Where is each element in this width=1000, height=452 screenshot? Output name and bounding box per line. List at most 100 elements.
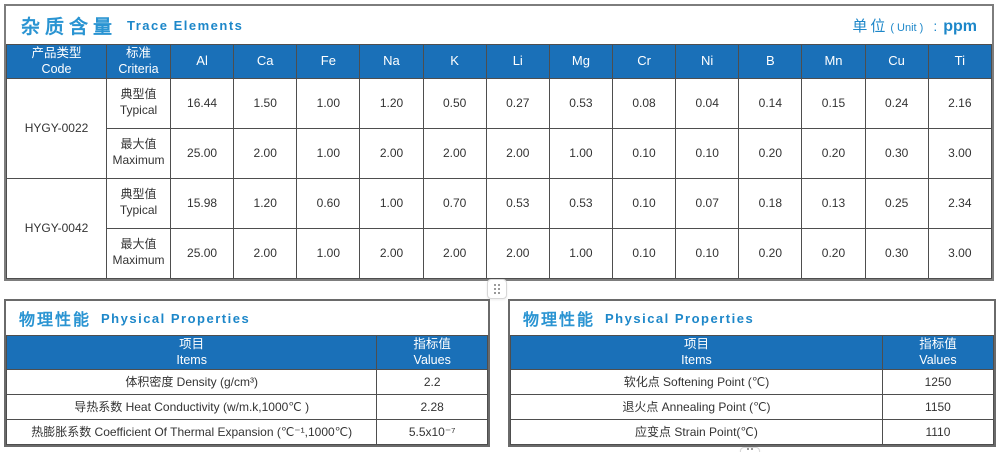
values-header-zh: 指标值 xyxy=(919,337,957,351)
property-item-cell: 应变点 Strain Point(℃) xyxy=(510,418,883,445)
splitter-drag-handle[interactable] xyxy=(487,279,507,299)
property-row: 应变点 Strain Point(℃) 1110 xyxy=(510,418,995,445)
col-header-element-ni: Ni xyxy=(675,44,740,79)
trace-value-cell: 2.00 xyxy=(233,227,298,279)
trace-value-cell: 2.00 xyxy=(422,127,487,179)
physical-properties-panel-right: 物理性能 Physical Properties 项目 Items 指标值 Va… xyxy=(508,299,996,447)
col-header-element-ca: Ca xyxy=(233,44,298,79)
trace-value-cell: 1.00 xyxy=(296,77,361,129)
property-row: 软化点 Softening Point (℃) 1250 xyxy=(510,368,995,395)
property-value-cell: 1150 xyxy=(881,393,995,420)
criteria-cell-en: Maximum xyxy=(112,253,165,267)
property-row: 热膨胀系数 Coefficient Of Thermal Expansion (… xyxy=(5,418,488,445)
items-header-zh: 项目 xyxy=(179,337,205,351)
trace-value-cell: 0.20 xyxy=(801,127,866,179)
items-column-header: 项目 Items xyxy=(510,335,883,370)
criteria-cell: 最大值 Maximum xyxy=(106,127,171,179)
property-value-cell: 2.2 xyxy=(376,368,488,395)
col-header-element-na: Na xyxy=(359,44,424,79)
trace-data-row: 最大值 Maximum 25.00 2.00 1.00 2.00 2.00 2.00 1.00 0… xyxy=(7,227,993,279)
property-value-cell: 5.5x10⁻⁷ xyxy=(376,418,488,445)
col-header-element-mg: Mg xyxy=(548,44,613,79)
bottom-drag-handle[interactable] xyxy=(740,447,760,452)
trace-data-row: 最大值 Maximum 25.00 2.00 1.00 2.00 2.00 2.00 1.00 0… xyxy=(7,127,993,179)
property-row: 导热系数 Heat Conductivity (w/m.k,1000℃ ) 2.2… xyxy=(5,393,488,420)
property-value-cell: 1110 xyxy=(881,418,995,445)
property-item-cell: 导热系数 Heat Conductivity (w/m.k,1000℃ ) xyxy=(5,393,378,420)
col-header-element-ti: Ti xyxy=(927,44,993,79)
unit-label-zh: 单位 xyxy=(852,17,889,35)
trace-value-cell: 1.00 xyxy=(548,127,613,179)
criteria-cell-en: Typical xyxy=(119,203,158,217)
values-column-header: 指标值 Values xyxy=(376,335,488,370)
trace-value-cell: 0.25 xyxy=(864,177,929,229)
property-value-cell: 1250 xyxy=(881,368,995,395)
col-header-element-mn: Mn xyxy=(801,44,866,79)
col-header-element-li: Li xyxy=(485,44,550,79)
unit-value: ppm xyxy=(943,17,977,35)
property-row: 退火点 Annealing Point (℃) 1150 xyxy=(510,393,995,420)
trace-value-cell: 0.24 xyxy=(864,77,929,129)
criteria-cell: 最大值 Maximum xyxy=(106,227,171,279)
col-header-criteria-en: Criteria xyxy=(118,62,159,77)
trace-value-cell: 0.53 xyxy=(548,77,613,129)
trace-elements-panel: 杂质含量 Trace Elements 单位 ( Unit ) : ppm 产品… xyxy=(4,4,994,281)
unit-label-paren: ( Unit ) xyxy=(890,21,924,34)
physical-properties-table-right: 项目 Items 指标值 Values 软化点 Softening Point … xyxy=(510,335,995,445)
trace-title-en: Trace Elements xyxy=(127,17,244,33)
trace-elements-table: 产品类型 Code 标准 Criteria Al Ca Fe Na K Li Mg Cr Ni B Mn Cu… xyxy=(6,44,993,279)
trace-value-cell: 0.20 xyxy=(801,227,866,279)
trace-value-cell: 0.10 xyxy=(611,177,677,229)
trace-value-cell: 0.60 xyxy=(296,177,361,229)
product-code-cell: HYGY-0022 xyxy=(6,77,107,179)
col-header-product-en: Code xyxy=(41,62,72,77)
trace-value-cell: 16.44 xyxy=(169,77,235,129)
phys-left-title-zh: 物理性能 xyxy=(19,312,92,329)
trace-value-cell: 0.50 xyxy=(422,77,487,129)
col-header-element-fe: Fe xyxy=(296,44,361,79)
col-header-criteria-zh: 标准 xyxy=(125,46,151,60)
trace-value-cell: 2.00 xyxy=(359,127,424,179)
phys-right-title-zh: 物理性能 xyxy=(523,312,596,329)
col-header-element-b: B xyxy=(738,44,803,79)
phys-right-title-bar: 物理性能 Physical Properties xyxy=(510,301,994,335)
col-header-element-k: K xyxy=(422,44,487,79)
trace-value-cell: 0.53 xyxy=(548,177,613,229)
trace-header-row: 产品类型 Code 标准 Criteria Al Ca Fe Na K Li Mg Cr Ni B Mn Cu… xyxy=(6,44,993,79)
trace-value-cell: 1.20 xyxy=(359,77,424,129)
property-item-cell: 软化点 Softening Point (℃) xyxy=(510,368,883,395)
values-header-en: Values xyxy=(919,353,957,368)
trace-value-cell: 2.00 xyxy=(233,127,298,179)
criteria-cell: 典型值 Typical xyxy=(106,77,171,129)
col-header-product: 产品类型 Code xyxy=(6,44,107,79)
criteria-cell-en: Maximum xyxy=(112,153,165,167)
trace-value-cell: 0.53 xyxy=(485,177,550,229)
criteria-cell-en: Typical xyxy=(119,103,158,117)
trace-value-cell: 1.00 xyxy=(359,177,424,229)
trace-value-cell: 2.34 xyxy=(927,177,993,229)
phys-left-title-bar: 物理性能 Physical Properties xyxy=(6,301,488,335)
physical-properties-panel-left: 物理性能 Physical Properties 项目 Items 指标值 Va… xyxy=(4,299,490,447)
trace-value-cell: 15.98 xyxy=(169,177,235,229)
trace-data-row: HYGY-0042 典型值 Typical 15.98 1.20 0.60 1.00 0.70… xyxy=(6,177,993,279)
phys-left-header-row: 项目 Items 指标值 Values xyxy=(5,335,488,370)
criteria-cell-zh: 最大值 xyxy=(120,137,157,152)
trace-value-cell: 25.00 xyxy=(169,227,235,279)
trace-value-cell: 0.07 xyxy=(675,177,740,229)
criteria-cell-zh: 典型值 xyxy=(120,187,157,202)
phys-right-title-en: Physical Properties xyxy=(605,310,755,326)
values-header-zh: 指标值 xyxy=(413,337,451,351)
trace-value-cell: 2.00 xyxy=(485,227,550,279)
trace-value-cell: 0.20 xyxy=(738,227,803,279)
trace-data-row: HYGY-0022 典型值 Typical 16.44 1.50 1.00 1.20 0.50… xyxy=(6,77,993,179)
trace-value-cell: 0.10 xyxy=(611,127,677,179)
unit-colon: : xyxy=(933,17,938,34)
phys-left-title-en: Physical Properties xyxy=(101,310,251,326)
physical-properties-table-left: 项目 Items 指标值 Values 体积密度 Density (g/cm³)… xyxy=(5,335,488,445)
trace-title-bar: 杂质含量 Trace Elements 单位 ( Unit ) : ppm xyxy=(6,6,992,44)
trace-value-cell: 2.16 xyxy=(927,77,993,129)
trace-value-cell: 2.00 xyxy=(485,127,550,179)
trace-value-cell: 0.04 xyxy=(675,77,740,129)
criteria-cell-zh: 最大值 xyxy=(120,237,157,252)
trace-title-zh: 杂质含量 xyxy=(21,16,118,38)
